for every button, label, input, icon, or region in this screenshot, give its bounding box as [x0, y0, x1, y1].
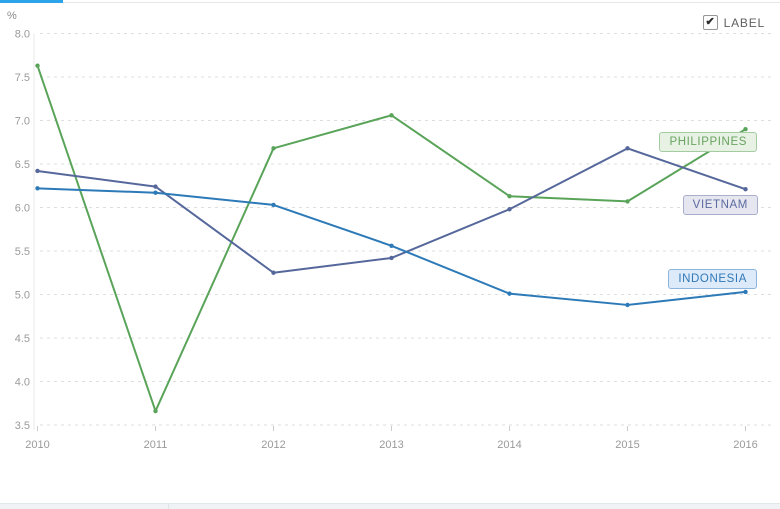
data-point [35, 63, 40, 68]
data-point [625, 199, 630, 204]
data-point [507, 207, 512, 212]
label-checkbox[interactable]: ✔ LABEL [702, 15, 765, 30]
x-tick-label: 2013 [379, 439, 403, 451]
data-point [743, 127, 748, 132]
label-checkbox-text: LABEL [723, 15, 765, 30]
y-axis-unit-label: % [7, 10, 17, 22]
data-point [271, 270, 276, 275]
x-tick-label: 2015 [615, 439, 639, 451]
data-point [389, 243, 394, 248]
series-label-vietnam: VIETNAM [682, 195, 758, 215]
data-point [389, 113, 394, 118]
data-point [625, 302, 630, 308]
data-point [153, 408, 158, 414]
data-point [35, 186, 40, 191]
series-line-philippines [36, 64, 747, 413]
x-tick-label: 2014 [497, 439, 521, 451]
y-tick-label: 3.5 [15, 420, 30, 432]
data-point [507, 193, 512, 199]
bottom-panel-divider [168, 504, 169, 509]
data-point [153, 190, 158, 195]
y-tick-label: 5.5 [15, 246, 30, 258]
series-line-vietnam [36, 147, 747, 274]
x-tick-label: 2010 [25, 439, 49, 451]
data-point [389, 255, 394, 261]
line-chart: 8.0 7.5 7.0 6.5 6.0 5.5 5.0 4.5 4.0 3.5 2010 2011 20… [15, 29, 772, 451]
series-label-philippines: PHILIPPINES [659, 132, 757, 152]
y-tick-label: 8.0 [15, 29, 30, 41]
data-point [271, 146, 276, 151]
data-point [743, 187, 748, 192]
series-label-indonesia: INDONESIA [668, 269, 757, 289]
x-tick-label: 2016 [733, 439, 757, 451]
checkbox-checked-icon[interactable]: ✔ [702, 15, 718, 30]
y-tick-label: 5.0 [15, 290, 30, 302]
data-point [271, 202, 276, 208]
y-tick-label: 7.5 [15, 72, 30, 84]
x-tick-label: 2011 [144, 439, 168, 451]
data-point [625, 146, 630, 151]
bottom-panel-edge [0, 503, 780, 509]
y-tick-label: 6.0 [15, 203, 30, 215]
data-point [507, 291, 512, 296]
y-tick-label: 4.0 [15, 377, 30, 389]
active-tab-indicator [0, 0, 63, 3]
data-point [743, 289, 748, 295]
data-point [35, 168, 40, 174]
y-tick-label: 4.5 [15, 333, 30, 345]
y-tick-label: 7.0 [15, 116, 30, 128]
x-tick-label: 2012 [261, 439, 285, 451]
data-point [153, 184, 158, 189]
y-tick-label: 6.5 [15, 159, 30, 171]
tab-bar-divider [0, 2, 780, 3]
